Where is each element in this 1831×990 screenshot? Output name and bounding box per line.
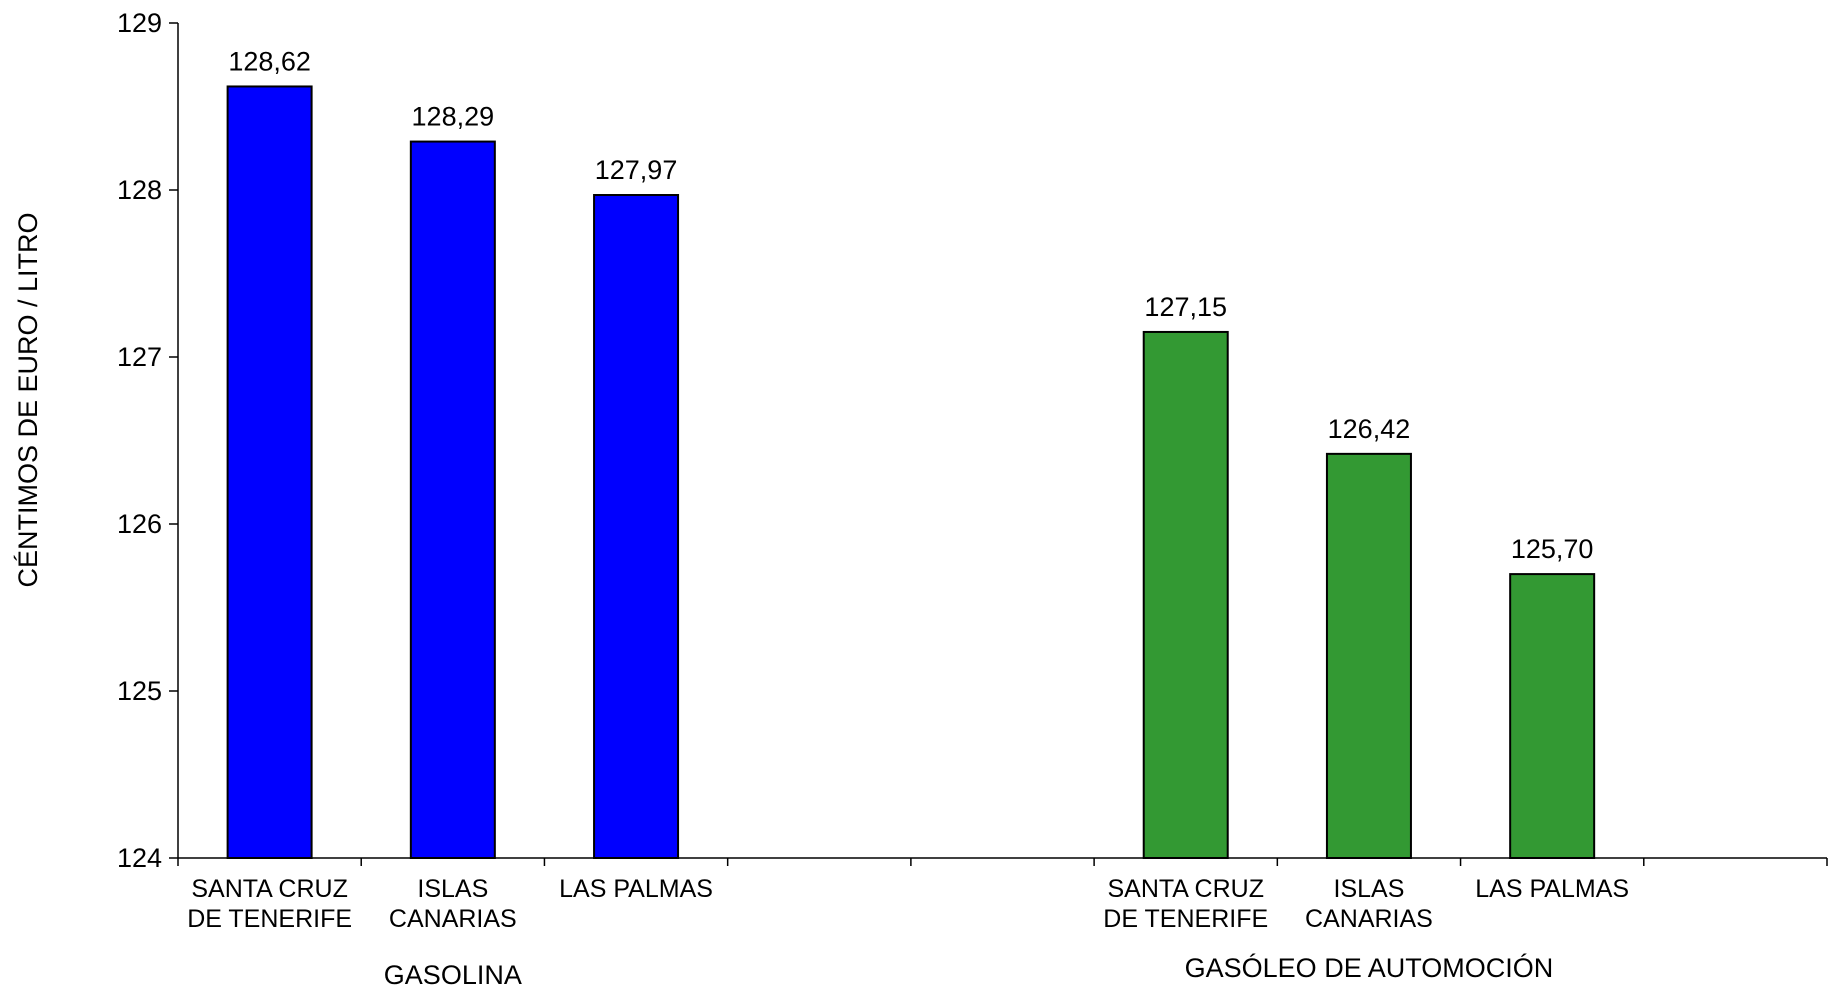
bar <box>409 140 496 859</box>
y-tick-label: 125 <box>117 676 162 706</box>
x-category-label: CANARIAS <box>1305 905 1433 933</box>
group-label: GASÓLEO DE AUTOMOCIÓN <box>1185 952 1554 983</box>
x-category-label: LAS PALMAS <box>559 875 713 903</box>
data-label: 127,15 <box>1144 292 1227 322</box>
y-tick-label: 128 <box>117 175 162 205</box>
y-axis-title: CÉNTIMOS DE EURO / LITRO <box>13 212 43 587</box>
group-label: GASOLINA <box>384 960 522 990</box>
y-tick-label: 127 <box>117 342 162 372</box>
y-tick-label: 126 <box>117 509 162 539</box>
x-category-label: DE TENERIFE <box>187 905 352 933</box>
bar <box>593 194 680 859</box>
x-category-label: CANARIAS <box>389 905 517 933</box>
data-label: 125,70 <box>1511 534 1594 564</box>
y-tick-label: 124 <box>117 843 162 873</box>
x-category-label: SANTA CRUZ <box>1107 875 1264 903</box>
x-category-label: ISLAS <box>417 875 488 903</box>
data-label: 127,97 <box>595 155 678 185</box>
x-category-label: SANTA CRUZ <box>191 875 348 903</box>
bar <box>1509 573 1596 859</box>
data-label: 128,62 <box>228 46 311 76</box>
data-label: 126,42 <box>1328 414 1411 444</box>
data-label: 128,29 <box>412 102 495 132</box>
bar <box>1325 452 1412 859</box>
x-category-label: ISLAS <box>1334 875 1405 903</box>
x-category-label: DE TENERIFE <box>1103 905 1268 933</box>
bar <box>226 85 313 859</box>
y-tick-label: 129 <box>117 8 162 38</box>
bar <box>1142 330 1229 859</box>
x-category-label: LAS PALMAS <box>1475 875 1629 903</box>
